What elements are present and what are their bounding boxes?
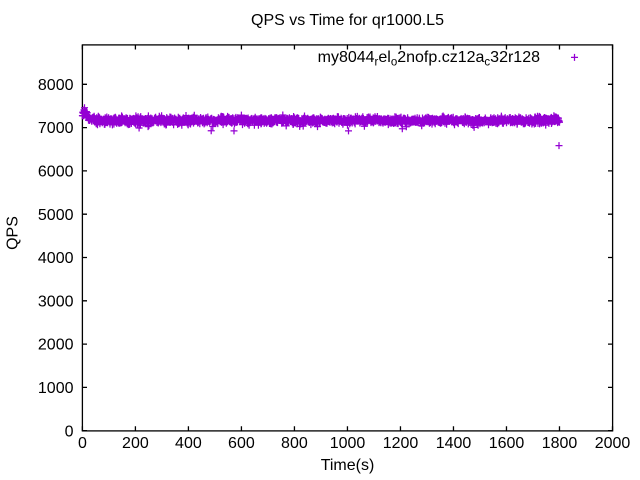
svg-text:1000: 1000 [330, 435, 366, 452]
svg-text:200: 200 [122, 435, 149, 452]
svg-text:800: 800 [281, 435, 308, 452]
svg-text:1200: 1200 [383, 435, 419, 452]
svg-text:QPS vs Time for qr1000.L5: QPS vs Time for qr1000.L5 [251, 12, 444, 29]
svg-text:1000: 1000 [38, 380, 74, 397]
svg-text:600: 600 [228, 435, 255, 452]
svg-text:8000: 8000 [38, 77, 74, 94]
svg-text:1600: 1600 [489, 435, 525, 452]
svg-text:2000: 2000 [595, 435, 631, 452]
svg-text:1800: 1800 [542, 435, 578, 452]
svg-text:1400: 1400 [436, 435, 472, 452]
svg-text:2000: 2000 [38, 337, 74, 354]
svg-text:0: 0 [65, 423, 74, 440]
svg-text:400: 400 [175, 435, 202, 452]
svg-text:QPS: QPS [5, 216, 22, 250]
svg-text:my8044relo2nofp.cz12ac32r128: my8044relo2nofp.cz12ac32r128 [318, 49, 540, 69]
svg-text:4000: 4000 [38, 250, 74, 267]
svg-text:0: 0 [78, 435, 87, 452]
svg-text:5000: 5000 [38, 207, 74, 224]
svg-text:7000: 7000 [38, 120, 74, 137]
svg-text:3000: 3000 [38, 293, 74, 310]
svg-text:Time(s): Time(s) [321, 457, 375, 474]
svg-text:6000: 6000 [38, 164, 74, 181]
